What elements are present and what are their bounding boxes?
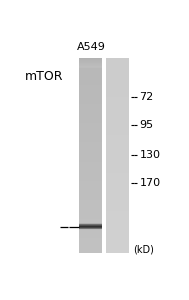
Text: 170: 170: [139, 178, 160, 188]
Text: 72: 72: [139, 92, 154, 102]
Text: (kD): (kD): [133, 244, 154, 254]
Text: mTOR: mTOR: [25, 70, 64, 83]
Text: A549: A549: [77, 42, 105, 52]
Text: 130: 130: [139, 150, 160, 160]
Text: 95: 95: [139, 120, 153, 130]
